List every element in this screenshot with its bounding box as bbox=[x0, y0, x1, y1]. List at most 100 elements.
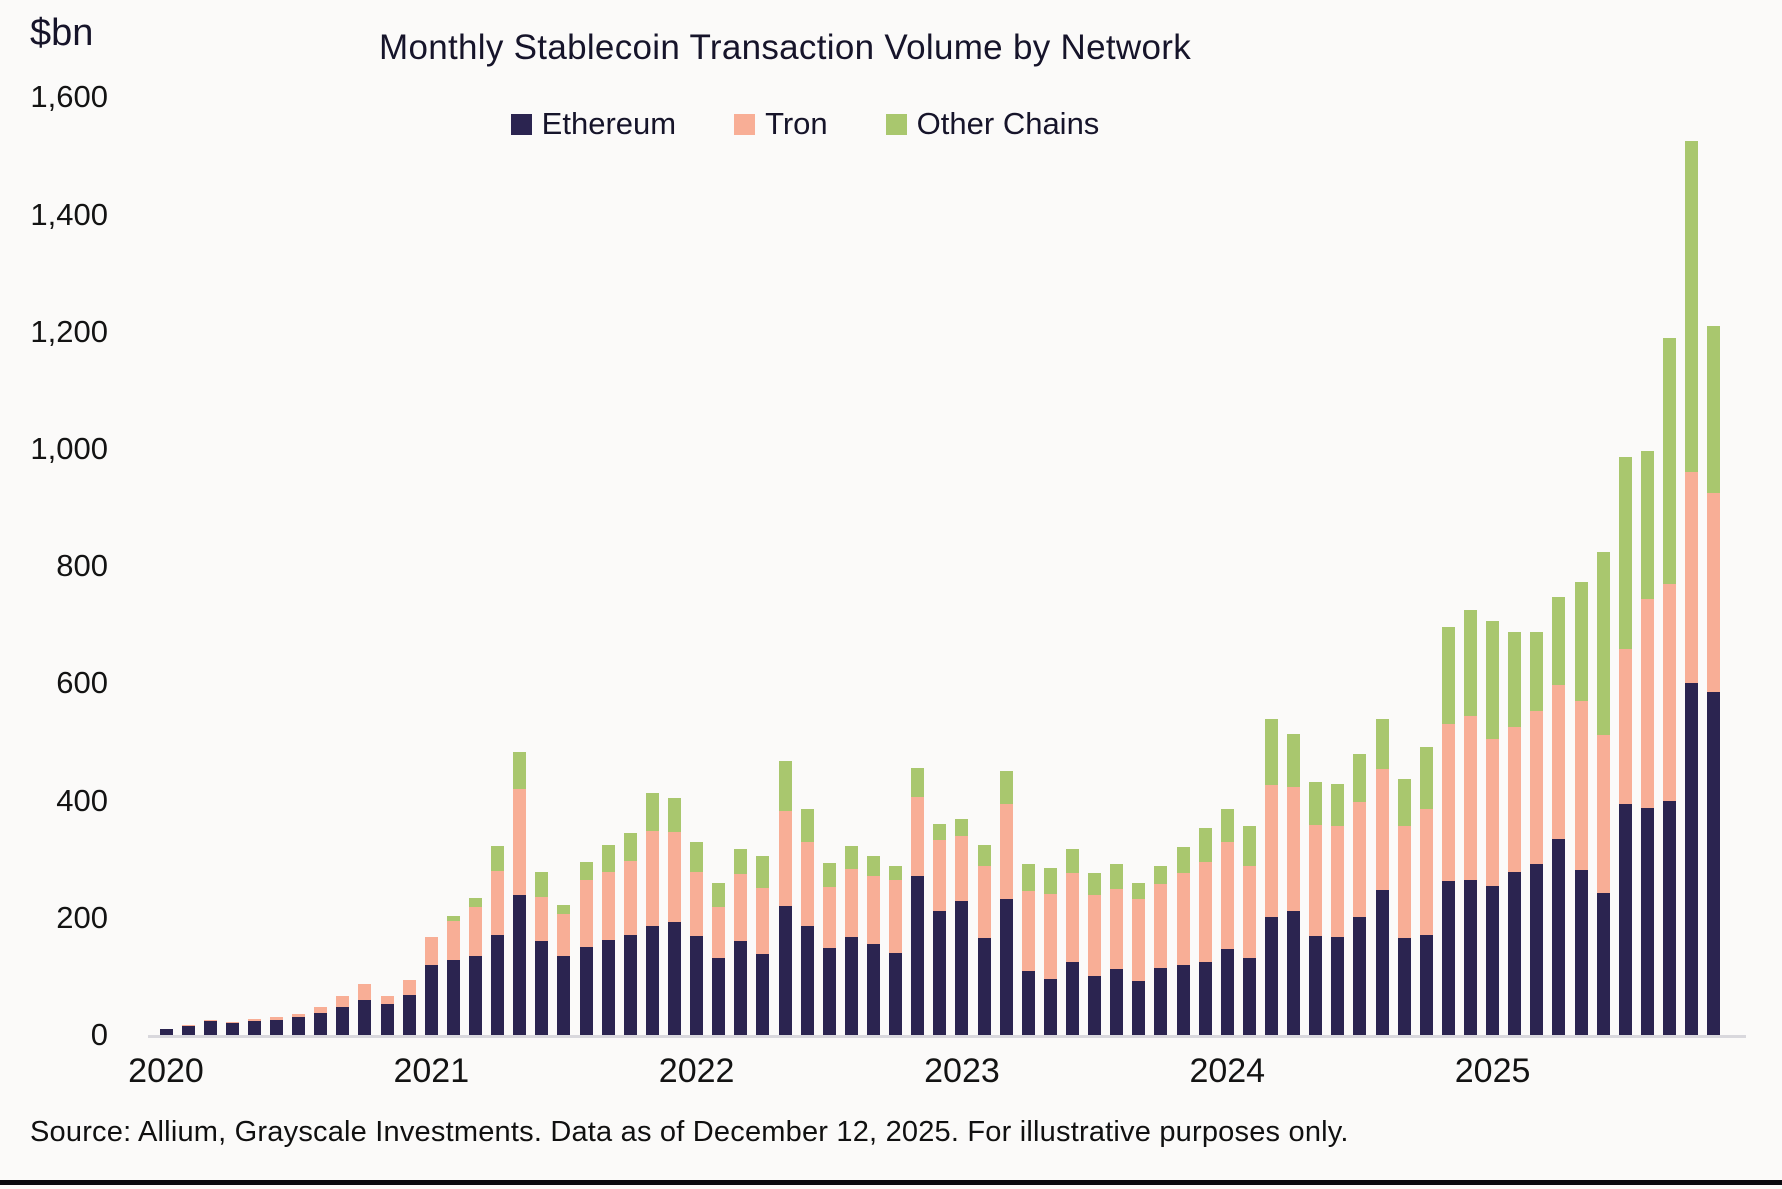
y-tick-label: 800 bbox=[56, 548, 108, 584]
bar-2024-01 bbox=[1220, 808, 1234, 1035]
bar-segment-ethereum bbox=[1463, 879, 1477, 1035]
bar-segment-other-chains bbox=[1375, 718, 1389, 769]
bar-segment-other-chains bbox=[601, 844, 615, 872]
bar-segment-tron bbox=[800, 841, 814, 926]
bar-segment-other-chains bbox=[1265, 718, 1278, 786]
bar-segment-other-chains bbox=[933, 824, 947, 841]
bar-segment-ethereum bbox=[557, 956, 571, 1035]
legend-swatch-tron bbox=[734, 113, 756, 135]
bar-segment-tron bbox=[203, 1019, 217, 1021]
bar-segment-tron bbox=[1132, 899, 1146, 981]
bar-segment-other-chains bbox=[844, 846, 858, 870]
bar-segment-ethereum bbox=[1353, 917, 1367, 1035]
bar-2023-04 bbox=[1021, 863, 1035, 1035]
bar-segment-tron bbox=[933, 840, 947, 911]
bar-segment-other-chains bbox=[1176, 847, 1190, 873]
bar-2024-05 bbox=[1309, 782, 1323, 1035]
bar-segment-other-chains bbox=[734, 849, 748, 875]
bar-segment-ethereum bbox=[601, 940, 615, 1035]
bar-segment-tron bbox=[1486, 739, 1500, 886]
bar-segment-other-chains bbox=[579, 862, 593, 880]
bar-segment-other-chains bbox=[1287, 733, 1301, 788]
bar-segment-other-chains bbox=[1508, 631, 1522, 728]
bar-segment-tron bbox=[1662, 583, 1676, 801]
bar-2021-03 bbox=[469, 897, 483, 1035]
bar-segment-other-chains bbox=[491, 846, 505, 871]
bar-2023-09 bbox=[1132, 882, 1146, 1035]
bar-2024-03 bbox=[1265, 718, 1278, 1035]
legend-item-other-chains: Other Chains bbox=[885, 106, 1100, 142]
legend-label: Other Chains bbox=[916, 106, 1100, 141]
y-tick-label: 600 bbox=[56, 665, 108, 701]
bar-segment-tron bbox=[955, 835, 969, 901]
bar-segment-other-chains bbox=[889, 866, 903, 880]
bar-segment-ethereum bbox=[1640, 807, 1654, 1035]
bar-segment-ethereum bbox=[1419, 934, 1433, 1035]
bar-2020-02 bbox=[181, 1025, 195, 1035]
bar-segment-tron bbox=[1331, 825, 1345, 937]
bar-segment-other-chains bbox=[623, 832, 637, 861]
bar-segment-other-chains bbox=[822, 863, 836, 888]
bar-2020-10 bbox=[358, 984, 372, 1035]
legend-label: Ethereum bbox=[541, 106, 677, 141]
bar-segment-tron bbox=[1574, 700, 1588, 871]
bar-segment-ethereum bbox=[1441, 881, 1455, 1035]
bar-segment-tron bbox=[1309, 824, 1323, 936]
bar-segment-tron bbox=[1552, 685, 1566, 840]
bar-2023-11 bbox=[1176, 847, 1190, 1035]
bar-segment-ethereum bbox=[645, 926, 659, 1035]
bar-segment-tron bbox=[579, 879, 593, 948]
bar-2021-12 bbox=[668, 798, 682, 1035]
bar-segment-ethereum bbox=[955, 900, 969, 1035]
bar-2022-12 bbox=[933, 824, 947, 1035]
bar-segment-tron bbox=[1618, 648, 1632, 805]
bar-segment-tron bbox=[1530, 710, 1544, 864]
bar-segment-tron bbox=[247, 1019, 261, 1021]
bar-segment-ethereum bbox=[734, 941, 748, 1035]
bar-2023-01 bbox=[955, 818, 969, 1035]
bar-2025-09 bbox=[1662, 337, 1676, 1035]
bar-segment-other-chains bbox=[1309, 782, 1323, 825]
bar-segment-tron bbox=[1640, 599, 1654, 808]
bar-segment-other-chains bbox=[1685, 141, 1699, 473]
bar-segment-ethereum bbox=[1596, 893, 1610, 1035]
bar-segment-ethereum bbox=[1375, 889, 1389, 1035]
bar-2020-04 bbox=[225, 1022, 239, 1035]
bar-segment-tron bbox=[756, 887, 770, 955]
bar-2020-05 bbox=[247, 1019, 261, 1035]
bar-2024-09 bbox=[1397, 778, 1411, 1035]
page-title: Monthly Stablecoin Transaction Volume by… bbox=[378, 28, 1192, 67]
bar-segment-tron bbox=[645, 831, 659, 926]
bar-2025-08 bbox=[1640, 451, 1654, 1035]
bar-segment-ethereum bbox=[1309, 935, 1323, 1035]
bar-segment-ethereum bbox=[579, 947, 593, 1035]
bar-segment-tron bbox=[1287, 787, 1301, 912]
bar-segment-other-chains bbox=[977, 844, 991, 867]
bar-2021-05 bbox=[513, 751, 527, 1035]
y-tick-label: 400 bbox=[56, 782, 108, 818]
y-axis-unit-label: $bn bbox=[30, 12, 94, 54]
bar-segment-ethereum bbox=[668, 922, 682, 1035]
bar-segment-ethereum bbox=[1021, 970, 1035, 1035]
bar-segment-tron bbox=[424, 937, 438, 965]
bar-segment-ethereum bbox=[181, 1026, 195, 1035]
bar-2024-11 bbox=[1441, 627, 1455, 1035]
bar-segment-other-chains bbox=[513, 751, 527, 790]
bar-segment-ethereum bbox=[203, 1020, 217, 1035]
bar-segment-other-chains bbox=[1596, 551, 1610, 735]
bar-segment-tron bbox=[623, 860, 637, 935]
bar-2022-11 bbox=[911, 767, 925, 1035]
bar-2025-06 bbox=[1596, 551, 1610, 1035]
bar-segment-ethereum bbox=[535, 940, 549, 1035]
bar-segment-other-chains bbox=[1463, 609, 1477, 716]
bar-segment-other-chains bbox=[1154, 865, 1168, 884]
bar-segment-tron bbox=[1419, 809, 1433, 935]
bar-segment-ethereum bbox=[1662, 800, 1676, 1035]
bar-segment-ethereum bbox=[270, 1019, 284, 1035]
bottom-rule bbox=[0, 1180, 1782, 1185]
bar-2025-11 bbox=[1707, 325, 1721, 1035]
bar-segment-ethereum bbox=[1574, 870, 1588, 1035]
bar-segment-tron bbox=[1242, 865, 1256, 959]
bar-segment-ethereum bbox=[778, 906, 792, 1035]
